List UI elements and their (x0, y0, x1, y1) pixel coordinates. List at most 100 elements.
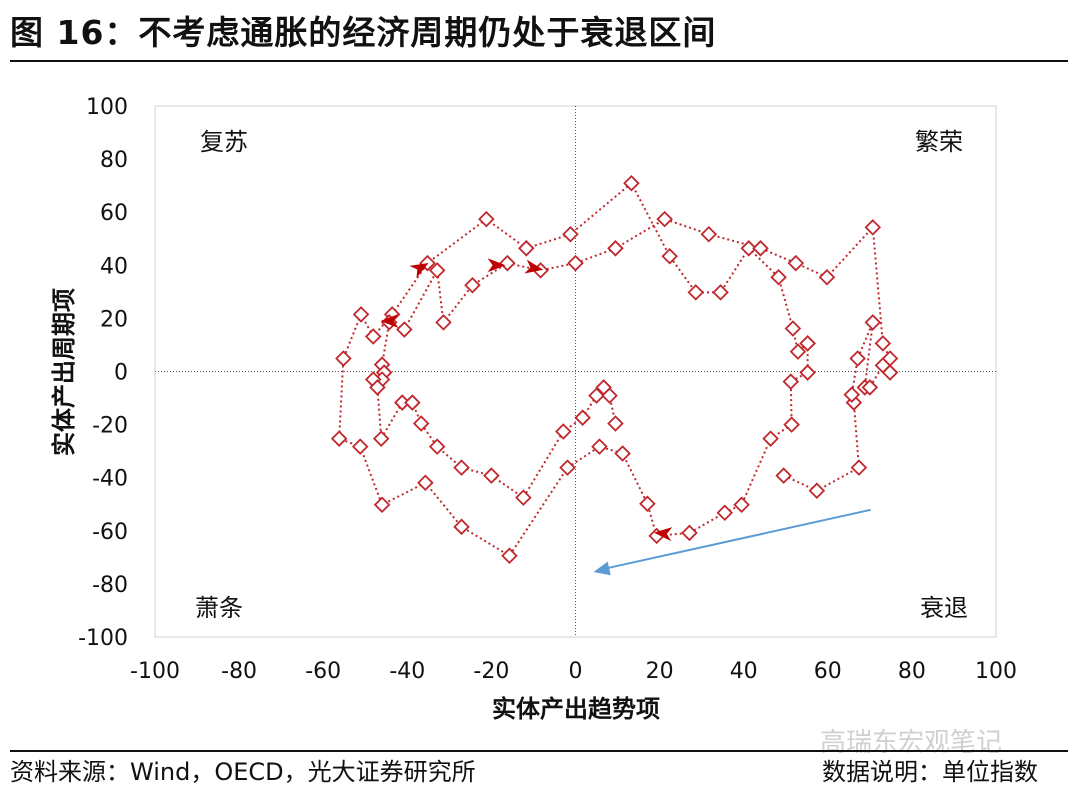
data-point (656, 210, 673, 228)
data-point (428, 262, 446, 279)
data-point (372, 430, 390, 447)
data-point (588, 387, 605, 404)
data-point (614, 445, 631, 462)
y-tick-label: 40 (100, 254, 128, 279)
data-point (555, 423, 572, 440)
data-point (567, 254, 584, 272)
data-point (351, 438, 369, 455)
data-point (850, 459, 868, 476)
data-point (843, 386, 861, 403)
series-line (371, 218, 892, 500)
data-point (762, 430, 779, 447)
y-tick-label: 80 (100, 148, 128, 173)
x-tick-label: 100 (975, 659, 1017, 684)
direction-arrow (487, 258, 506, 273)
x-tick-label: -40 (389, 659, 425, 684)
data-point (687, 284, 705, 301)
data-point (661, 248, 678, 265)
x-tick-label: -60 (305, 659, 341, 684)
data-point (435, 314, 452, 331)
data-point (881, 350, 899, 367)
trend-arrow-head (593, 561, 611, 576)
y-tick-label: -40 (92, 467, 128, 492)
quadrant-recession: 衰退 (920, 594, 968, 622)
y-tick-label: 0 (114, 361, 128, 386)
data-point (782, 373, 800, 390)
data-point (574, 409, 591, 426)
y-tick-label: -100 (78, 626, 128, 651)
data-point (499, 254, 516, 272)
quadrant-depression: 萧条 (195, 594, 243, 622)
figure-title: 图 16：不考虑通胀的经济周期仍处于衰退区间 (10, 13, 717, 52)
watermark: 高瑞东宏观笔记 (820, 728, 1003, 758)
x-tick-label: -80 (221, 659, 257, 684)
title-rule (10, 60, 1068, 62)
data-point (335, 350, 352, 367)
data-point (808, 482, 826, 499)
footer-rule (10, 750, 1068, 752)
data-point (799, 335, 816, 352)
data-point (453, 518, 470, 536)
direction-arrow (409, 262, 429, 279)
x-axis-label: 实体产出趋势项 (492, 695, 660, 723)
x-tick-label: 80 (898, 659, 926, 684)
y-tick-label: -80 (92, 573, 128, 598)
data-point (483, 467, 500, 484)
data-point (733, 496, 750, 514)
y-axis-label: 实体产出周期项 (50, 288, 78, 456)
data-point (681, 524, 698, 542)
data-point (712, 284, 729, 301)
data-point (404, 394, 421, 411)
data-point (789, 343, 807, 360)
quadrant-recovery: 复苏 (200, 128, 248, 156)
direction-arrow (524, 259, 544, 274)
x-tick-label: 40 (730, 659, 758, 684)
data-point (352, 306, 370, 323)
data-point (330, 430, 348, 447)
data-point (874, 335, 892, 352)
y-tick-label: 20 (100, 307, 128, 332)
data-point (417, 474, 434, 492)
data-point (716, 504, 734, 522)
data-point (783, 416, 800, 433)
data-point (396, 321, 413, 338)
y-tick-label: -60 (92, 520, 128, 545)
data-point (849, 350, 866, 367)
data-point (700, 225, 718, 243)
data-point (752, 240, 769, 257)
data-point (591, 438, 608, 455)
data-point (601, 387, 618, 404)
direction-arrow (380, 314, 399, 329)
data-point (607, 415, 624, 432)
data-point (623, 174, 640, 192)
data-point (364, 328, 382, 345)
data-point (464, 276, 481, 294)
y-tick-label: 100 (86, 95, 128, 120)
y-tick-label: 60 (100, 201, 128, 226)
data-point (818, 268, 836, 286)
x-tick-label: 20 (646, 659, 674, 684)
data-point (770, 268, 787, 286)
data-point (864, 314, 882, 331)
x-tick-label: 0 (569, 659, 583, 684)
source-note: 资料来源：Wind，OECD，光大证券研究所 (10, 758, 476, 786)
trend-arrow-line (603, 508, 871, 570)
data-point (369, 379, 386, 396)
data-point (740, 240, 758, 257)
data-note: 数据说明：单位指数 (822, 758, 1038, 786)
data-point (639, 495, 656, 512)
data-point (881, 364, 899, 381)
data-point (501, 547, 518, 565)
direction-arrow (653, 527, 673, 542)
y-tick-label: -20 (92, 414, 128, 439)
data-point (478, 210, 495, 228)
data-point (861, 379, 879, 396)
data-point (453, 459, 470, 476)
data-point (607, 240, 624, 257)
x-tick-label: -100 (130, 659, 180, 684)
data-point (518, 240, 535, 257)
data-point (373, 496, 391, 514)
data-point (787, 254, 805, 272)
